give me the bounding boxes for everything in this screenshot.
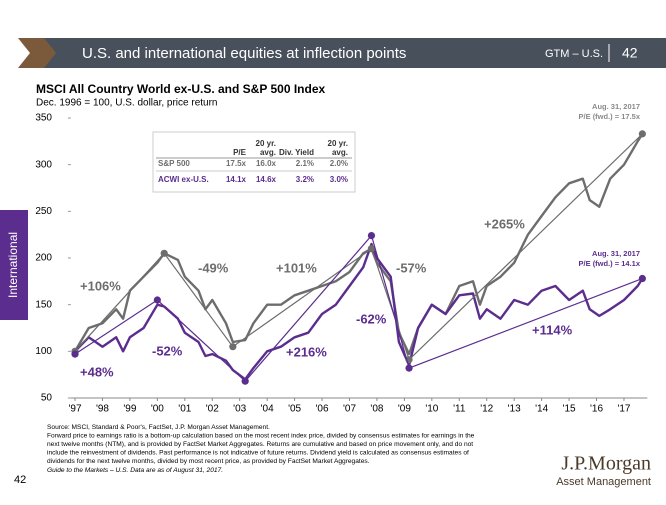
x-tick-label: '16 (590, 404, 603, 415)
trend-line (74, 133, 643, 361)
x-tick-label: '17 (617, 404, 630, 415)
plot: 50 100 150 200 250 300 350 '97 '98 '99 '00 '01 '02 '0… (35, 102, 648, 415)
x-tick-label: '14 (535, 404, 548, 415)
header-page: 42 (622, 45, 638, 61)
annotation: -52% (152, 343, 183, 358)
x-tick-label: '98 (96, 404, 109, 415)
header-arrow (18, 38, 56, 68)
callout: P/E (fwd.) = 14.1x (579, 259, 641, 268)
table-cell: 3.0% (330, 175, 348, 184)
table-cell: 14.6x (256, 175, 277, 184)
side-tab (0, 210, 28, 320)
x-tick-label: '07 (343, 404, 356, 415)
trend-point (241, 377, 249, 385)
x-tick-label: '97 (68, 404, 81, 415)
trend-point (71, 350, 79, 358)
header-bar (44, 38, 666, 68)
callout: Aug. 31, 2017 (592, 249, 640, 258)
table-cell: S&P 500 (158, 159, 190, 168)
annotation: -57% (396, 260, 427, 275)
footnote: Guide to the Markets – U.S. Data are as … (47, 467, 223, 474)
table-header: P/E (233, 148, 247, 157)
header-title: U.S. and international equities at infle… (82, 45, 406, 62)
footnote: dividends for the next twelve months, di… (47, 458, 370, 465)
trend-point (153, 296, 161, 304)
trend-point (638, 130, 646, 138)
y-tick-label: 150 (35, 299, 52, 310)
x-tick-label: '09 (398, 404, 411, 415)
x-tick-label: '08 (370, 404, 383, 415)
table-cell: 2.0% (330, 159, 348, 168)
y-tick-label: 300 (35, 159, 52, 170)
trend-point (638, 274, 646, 283)
table-cell: 2.1% (296, 159, 314, 168)
chart-subtitle: Dec. 1996 = 100, U.S. dollar, price retu… (36, 98, 218, 109)
logo-sub: Asset Management (556, 476, 651, 488)
x-tick-label: '06 (316, 404, 329, 415)
logo: J.P.Morgan (561, 453, 651, 475)
y-tick-label: 200 (35, 253, 52, 264)
table-box (152, 131, 356, 193)
footnote: Forward price to earnings ratio is a bot… (47, 432, 475, 439)
x-tick-label: '11 (453, 404, 466, 415)
x-tick-label: '12 (480, 404, 493, 415)
table-cell: 14.1x (226, 175, 247, 184)
x-tick-label: '00 (151, 404, 164, 415)
chart-title: MSCI All Country World ex-U.S. and S&P 5… (36, 82, 325, 96)
x-tick-label: '01 (178, 404, 191, 415)
annotation: -62% (356, 311, 387, 326)
table-cell: 3.2% (296, 175, 314, 184)
x-tick-label: '05 (288, 404, 301, 415)
annotation: +101% (276, 260, 317, 275)
trend-point (367, 232, 376, 240)
y-tick-label: 100 (35, 346, 52, 357)
annotation: +48% (80, 364, 114, 379)
footnote: include the reinvestment of dividends. P… (47, 450, 469, 457)
callout: P/E (fwd.) = 17.5x (579, 112, 641, 121)
x-tick-label: '99 (123, 404, 136, 415)
annotation: +106% (80, 278, 121, 293)
annotation: +216% (286, 344, 327, 359)
y-tick-label: 50 (41, 393, 53, 404)
annotation: +265% (484, 216, 525, 231)
trend-point (160, 249, 168, 257)
trend-line (74, 234, 643, 383)
callout: Aug. 31, 2017 (592, 102, 640, 111)
header-section: GTM – U.S. (545, 48, 603, 60)
x-tick-label: '04 (261, 404, 274, 415)
table-cell: 17.5x (226, 159, 247, 168)
x-tick-label: '13 (508, 404, 521, 415)
table-header: Div. Yield (279, 148, 314, 157)
trend-point (405, 364, 413, 372)
table-header: 20 yr. avg. (328, 139, 348, 157)
x-tick-label: '10 (425, 404, 438, 415)
table-cell: ACWI ex-U.S. (158, 175, 209, 184)
page-number: 42 (14, 474, 26, 486)
x-tick-label: '03 (233, 404, 246, 415)
y-tick-label: 250 (35, 206, 52, 217)
footnote: Source: MSCI, Standard & Poor's, FactSet… (47, 424, 270, 431)
table-cell: 16.0x (256, 159, 277, 168)
x-tick-label: '02 (206, 404, 219, 415)
trend-point (367, 245, 376, 253)
trend-point (229, 343, 237, 351)
y-tick-label: 350 (35, 113, 52, 124)
table-header: 20 yr. avg. (256, 139, 276, 157)
series-line (73, 133, 644, 356)
footnotes: Source: MSCI, Standard & Poor's, FactSet… (47, 424, 475, 474)
side-tab-label: International (6, 232, 20, 298)
annotation: -49% (198, 260, 229, 275)
footnote: next twelve months (NTM), and is provide… (47, 441, 473, 448)
annotation: +114% (532, 322, 573, 337)
x-tick-label: '15 (563, 404, 576, 415)
